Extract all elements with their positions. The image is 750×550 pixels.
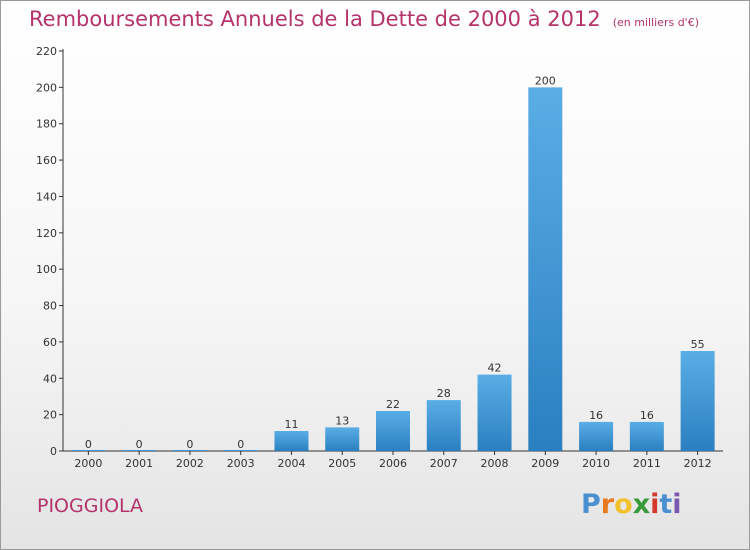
logo-letter: i: [672, 489, 682, 520]
bar: [477, 374, 512, 451]
bar: [325, 427, 360, 451]
bar: [528, 87, 563, 451]
bar: [71, 450, 106, 451]
logo-letter: t: [659, 489, 673, 520]
bar: [629, 421, 664, 451]
data-label: 0: [186, 438, 193, 451]
x-tick-label: 2005: [328, 457, 356, 470]
data-label: 22: [386, 398, 400, 411]
bar: [172, 450, 207, 451]
y-tick-label: 100: [36, 263, 57, 276]
x-tick-label: 2010: [582, 457, 610, 470]
bar: [376, 411, 410, 451]
x-tick-label: 2002: [176, 457, 204, 470]
data-label: 28: [437, 387, 451, 400]
data-label: 0: [136, 438, 143, 451]
y-tick-label: 40: [43, 372, 57, 385]
data-label: 0: [237, 438, 244, 451]
bar: [680, 351, 715, 451]
y-tick-label: 0: [50, 445, 57, 458]
logo-letter: P: [581, 489, 601, 520]
data-label: 11: [284, 418, 298, 431]
data-label: 16: [589, 409, 603, 422]
data-label: 42: [488, 362, 502, 375]
bar: [426, 400, 461, 451]
x-tick-label: 2006: [379, 457, 407, 470]
x-tick-label: 2001: [125, 457, 153, 470]
x-tick-label: 2003: [227, 457, 255, 470]
chart-title: Remboursements Annuels de la Dette de 20…: [29, 7, 699, 31]
chart-title-text: Remboursements Annuels de la Dette de 20…: [29, 7, 601, 31]
x-tick-label: 2011: [633, 457, 661, 470]
data-label: 13: [335, 414, 349, 427]
y-tick-label: 180: [36, 118, 57, 131]
logo-letter: r: [600, 489, 615, 520]
bar: [223, 450, 258, 451]
x-tick-label: 2000: [74, 457, 102, 470]
chart-subtitle: (en milliers d'€): [612, 16, 699, 29]
y-tick-label: 120: [36, 227, 57, 240]
data-label: 55: [691, 338, 705, 351]
logo-letter: i: [650, 489, 660, 520]
logo-letter: o: [614, 489, 633, 520]
x-tick-label: 2012: [684, 457, 712, 470]
y-tick-label: 80: [43, 300, 57, 313]
x-tick-label: 2007: [430, 457, 458, 470]
x-tick-label: 2008: [481, 457, 509, 470]
proxiti-logo[interactable]: Proxiti: [581, 489, 682, 520]
x-tick-label: 2004: [277, 457, 305, 470]
x-tick-label: 2009: [531, 457, 559, 470]
commune-name: PIOGGIOLA: [37, 495, 144, 517]
data-label: 0: [85, 438, 92, 451]
y-tick-label: 200: [36, 81, 57, 94]
data-label: 200: [535, 74, 556, 87]
bar: [274, 431, 309, 451]
bar: [122, 450, 157, 451]
y-tick-label: 60: [43, 336, 57, 349]
y-tick-label: 160: [36, 154, 57, 167]
y-tick-label: 140: [36, 190, 57, 203]
y-tick-label: 220: [36, 45, 57, 58]
data-label: 16: [640, 409, 654, 422]
logo-letter: x: [632, 489, 651, 520]
bar: [579, 421, 614, 451]
y-tick-label: 20: [43, 409, 57, 422]
